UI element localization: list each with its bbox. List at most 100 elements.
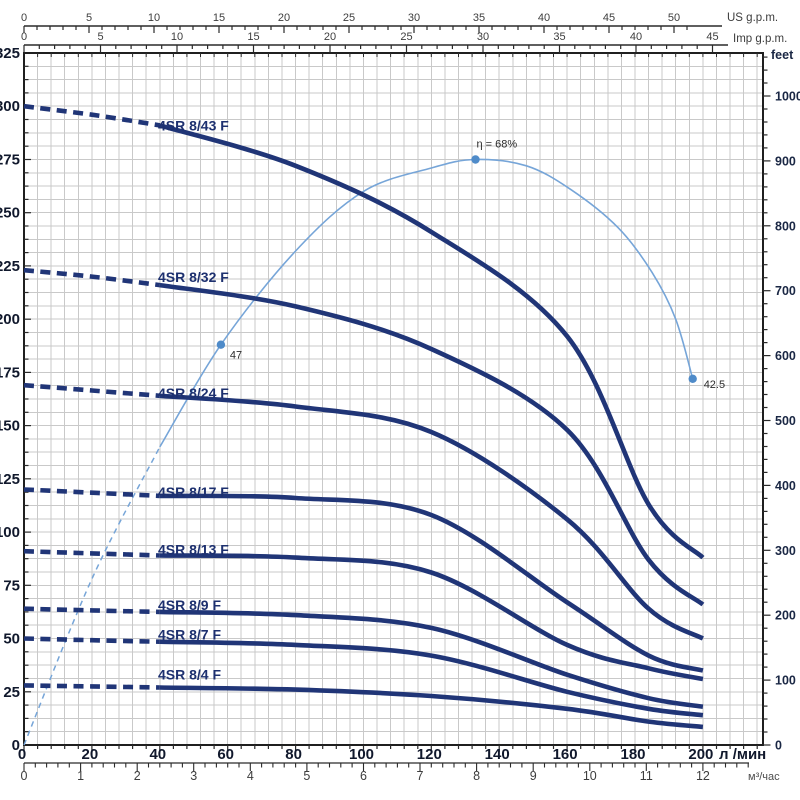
head-m-tick-label: 250 [0, 205, 20, 222]
pump-curve-label: 4SR 8/43 F [158, 117, 229, 133]
axes: 0 5 10 15 20 25 30 35 40 45 500 5 10 15 20 25 30 35 40 4502… [0, 12, 800, 783]
us-gpm-tick-label: 15 [213, 12, 225, 24]
imp-gpm-tick-label: 40 [630, 31, 642, 43]
us-gpm-tick-label: 30 [408, 12, 420, 24]
lmin-tick-label: 120 [417, 746, 442, 763]
pump-curve-dashed [23, 487, 160, 499]
head-m-tick-label: 75 [3, 577, 20, 594]
m3h-axis-unit: м³/час [748, 771, 780, 783]
us-gpm-tick-label: 25 [343, 12, 355, 24]
pump-curve-solid [159, 639, 704, 718]
m3h-tick-label: 2 [134, 769, 141, 783]
m3h-tick-label: 8 [473, 769, 480, 783]
head-m-tick-label: 150 [0, 418, 20, 435]
lmin-axis-unit: л /мин [719, 746, 766, 763]
pump-curve-label: 4SR 8/7 F [158, 627, 221, 643]
head-m-tick-label: 0 [12, 737, 20, 754]
imp-gpm-tick-label: 15 [247, 31, 259, 43]
pump-curve-dashed [23, 683, 160, 690]
m3h-tick-label: 4 [247, 769, 254, 783]
head-m-tick-label: 100 [0, 524, 20, 541]
feet-tick-label: 800 [775, 219, 796, 233]
pump-curve-label: 4SR 8/32 F [158, 269, 229, 285]
m3h-tick-label: 11 [640, 769, 653, 783]
efficiency-curve-solid [159, 158, 694, 448]
head-m-tick-label: 300 [0, 98, 20, 115]
feet-tick-label: 400 [775, 479, 796, 493]
imp-gpm-tick-label: 10 [171, 31, 183, 43]
lmin-tick-label: 60 [217, 746, 234, 763]
us-gpm-tick-label: 5 [86, 12, 92, 24]
imp-gpm-tick-label: 20 [324, 31, 336, 43]
pump-curve-dashed [23, 636, 160, 644]
head-m-tick-label: 200 [0, 311, 20, 328]
feet-tick-label: 100 [775, 674, 796, 688]
head-m-tick-label: 275 [0, 152, 20, 169]
head-m-tick-label: 225 [0, 258, 20, 275]
pump-curve-label: 4SR 8/24 F [158, 385, 229, 401]
m3h-tick-label: 3 [190, 769, 197, 783]
us-gpm-axis-unit: US g.p.m. [727, 12, 778, 24]
feet-tick-label: 0 [775, 739, 782, 753]
imp-gpm-tick-label: 25 [400, 31, 412, 43]
lmin-tick-label: 0 [18, 746, 26, 763]
pump-curve-solid [159, 493, 704, 673]
efficiency-marker-label: η = 68% [477, 139, 518, 151]
efficiency-marker-dot [216, 340, 226, 349]
m3h-tick-label: 0 [21, 769, 28, 783]
m3h-tick-label: 6 [360, 769, 367, 783]
lmin-tick-label: 140 [485, 746, 510, 763]
lmin-tick-label: 80 [285, 746, 302, 763]
head-m-tick-label: 325 [0, 45, 20, 62]
pump-curve-dashed [23, 606, 160, 615]
pump-curve-dashed [23, 267, 161, 288]
pump-curves [23, 103, 705, 730]
m3h-tick-label: 9 [530, 769, 537, 783]
lmin-tick-label: 180 [620, 746, 645, 763]
us-gpm-tick-label: 40 [538, 12, 550, 24]
pump-curve-label: 4SR 8/9 F [158, 597, 221, 613]
us-gpm-tick-label: 20 [278, 12, 290, 24]
efficiency-curve-dashed [23, 446, 161, 746]
head-m-tick-label: 25 [3, 684, 20, 701]
us-gpm-tick-label: 50 [668, 12, 680, 24]
us-gpm-tick-label: 35 [473, 12, 485, 24]
head-m-tick-label: 175 [0, 364, 20, 381]
imp-gpm-tick-label: 0 [21, 31, 27, 43]
pump-curve-solid [159, 685, 704, 730]
head-m-tick-label: 50 [3, 631, 20, 648]
lmin-tick-label: 160 [553, 746, 578, 763]
lmin-tick-label: 200 [688, 746, 713, 763]
pump-curve-solid [159, 123, 705, 560]
m3h-tick-label: 12 [696, 769, 710, 783]
us-gpm-tick-label: 10 [148, 12, 160, 24]
pump-curve-label: 4SR 8/13 F [158, 542, 229, 558]
pump-curve-solid [159, 282, 705, 607]
efficiency-marker-dot [688, 374, 697, 383]
m3h-tick-label: 5 [303, 769, 310, 783]
m3h-tick-label: 10 [583, 769, 597, 783]
annotations: 47 η = 68% 42.5 4SR 8/43 F 4SR 8/32 F 4SR 8/2… [158, 117, 725, 682]
pump-curve-dashed [23, 382, 160, 399]
efficiency-marker-dot [471, 155, 480, 164]
imp-gpm-tick-label: 35 [553, 31, 565, 43]
feet-axis-unit: feet [771, 48, 794, 62]
lmin-tick-label: 20 [82, 746, 99, 763]
feet-tick-label: 200 [775, 609, 796, 623]
feet-tick-label: 300 [775, 544, 796, 558]
grid [24, 53, 763, 745]
efficiency-marker-label: 42.5 [704, 379, 725, 391]
imp-gpm-axis-unit: Imp g.p.m. [733, 33, 787, 45]
pump-curve-dashed [23, 548, 160, 558]
efficiency-marker-label: 47 [230, 350, 242, 362]
pump-curve-solid [159, 609, 704, 709]
lmin-tick-label: 100 [349, 746, 374, 763]
imp-gpm-tick-label: 45 [706, 31, 718, 43]
pump-curve-dashed [23, 103, 161, 128]
us-gpm-tick-label: 45 [603, 12, 615, 24]
us-gpm-tick-label: 0 [21, 12, 27, 24]
feet-tick-label: 1000 [775, 90, 800, 104]
imp-gpm-tick-label: 5 [97, 31, 103, 43]
